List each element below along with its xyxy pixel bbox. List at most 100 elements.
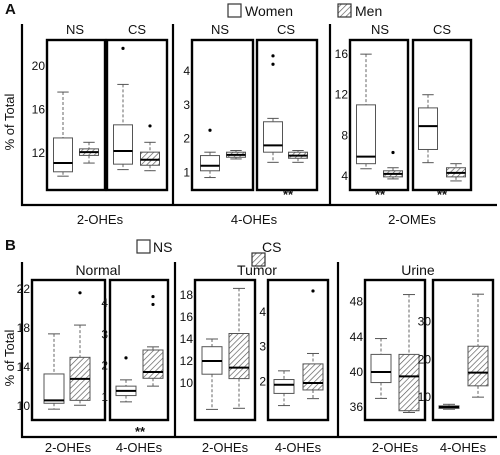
box-iqr [113,124,133,165]
outlier-point [271,54,275,58]
legend-women-swatch [227,3,242,18]
y-tick-label: 14 [17,360,31,374]
box-a-4-ohes-ns-women [200,128,220,179]
y-tick-label: 2 [259,374,266,388]
box-b-normal-2-ohes-ns [43,333,65,410]
a-2ohes-ns-label: NS [66,22,84,37]
a-4ohes-ns-label: NS [211,22,229,37]
y-tick-label: 36 [350,400,364,414]
outlier-point [151,302,155,307]
panel-a-legend: Women Men [227,3,382,19]
panel-a-ylabel: % of Total [2,93,17,150]
a-sig-2omes-cs: ** [437,187,448,202]
y-tick-label: 3 [183,98,190,112]
frame-a-2omes-ns [348,38,410,192]
box-a-2-omes-cs-men [446,163,466,182]
panel-b: B NS CS % of Total Normal Tumor Urine 2-… [2,237,497,455]
box-iqr [53,137,73,173]
outlier-point [124,356,128,360]
y-tick-label: 1 [101,390,108,404]
b-normal-4ohes-label: 4-OHEs [116,440,163,455]
frame-b-tumor-2ohes [193,278,257,422]
box-b-urine-2-ohes-ns [370,338,392,399]
box-iqr [370,353,392,384]
box-b-tumor-4-ohes-cs [302,289,324,400]
y-tick-label: 30 [418,315,432,329]
a-group-label-2ohes: 2-OHEs [77,212,124,227]
frame-b-tumor-4ohes [266,278,330,422]
b-group-label-tumor: Tumor [237,262,277,278]
outlier-point [148,124,152,128]
outlier-point [208,128,212,132]
box-iqr [228,333,250,380]
a-2omes-ns-label: NS [371,22,389,37]
panel-a-letter: A [5,1,16,18]
panel-a-axes [20,24,497,207]
y-tick-label: 20 [32,59,46,73]
box-a-2-ohes-cs-men [140,124,160,172]
box-a-2-ohes-ns-women [53,91,73,177]
box-iqr [467,345,489,387]
box-iqr [418,107,438,150]
panel-a-boxes [53,46,466,182]
y-tick-label: 2 [101,359,108,373]
frame-b-normal-2ohes [30,278,107,422]
legend-ns-swatch [136,239,151,254]
y-tick-label: 48 [350,295,364,309]
box-a-2-ohes-cs-women [113,46,133,171]
y-tick-label: 12 [32,146,46,160]
y-tick-label: 40 [350,365,364,379]
y-tick-label: 16 [32,103,46,117]
legend-cs-swatch [251,252,266,267]
a-sig-2omes-ns: ** [375,187,386,202]
box-b-tumor-2-ohes-cs [228,287,250,409]
legend-women-label: Women [245,3,293,19]
y-tick-label: 8 [341,128,348,142]
panel-b-boxes [43,287,489,413]
box-a-2-ohes-ns-men [79,141,99,164]
y-tick-label: 10 [17,399,31,413]
box-a-4-ohes-cs-women [263,54,283,163]
b-urine-4ohes-label: 4-OHEs [440,440,487,455]
legend-cs-label: CS [262,239,281,255]
box-a-2-omes-cs-women [418,94,438,164]
box-b-tumor-2-ohes-ns [201,338,223,410]
panel-b-legend: NS CS [136,239,281,267]
panel-a: A Women Men % of Total NS CS NS CS NS CS… [2,1,497,227]
box-a-2-omes-ns-men [383,150,403,180]
box-iqr [200,155,220,172]
box-b-normal-4-ohes-ns [115,356,137,403]
y-tick-label: 10 [180,376,194,390]
outlier-point [121,46,125,50]
outlier-point [271,62,275,66]
box-b-tumor-4-ohes-ns [273,370,295,407]
frame-a-2omes-cs [411,38,473,192]
y-tick-label: 3 [259,340,266,354]
b-sig-normal-4ohes: ** [135,424,146,439]
box-b-urine-4-ohes-ns [438,403,460,410]
outlier-point [151,294,155,299]
panel-b-ylabel: % of Total [2,329,17,386]
box-b-normal-2-ohes-cs [69,291,91,406]
box-iqr [302,363,324,391]
legend-ns-label: NS [153,239,172,255]
y-tick-label: 18 [180,288,194,302]
y-tick-label: 44 [350,330,364,344]
panel-b-letter: B [5,237,16,254]
y-tick-label: 3 [101,327,108,341]
box-a-4-ohes-ns-men [226,150,246,160]
a-sig-4ohes-cs: ** [283,187,294,202]
frame-b-normal-4ohes [108,278,170,422]
box-b-urine-4-ohes-cs [467,293,489,398]
a-2omes-cs-label: CS [433,22,451,37]
y-tick-label: 20 [418,352,432,366]
box-b-urine-2-ohes-cs [398,294,420,413]
a-4ohes-cs-label: CS [277,22,295,37]
b-urine-2ohes-label: 2-OHEs [372,440,419,455]
y-tick-label: 10 [418,390,432,404]
box-iqr [43,373,65,404]
y-tick-label: 1 [183,165,190,179]
